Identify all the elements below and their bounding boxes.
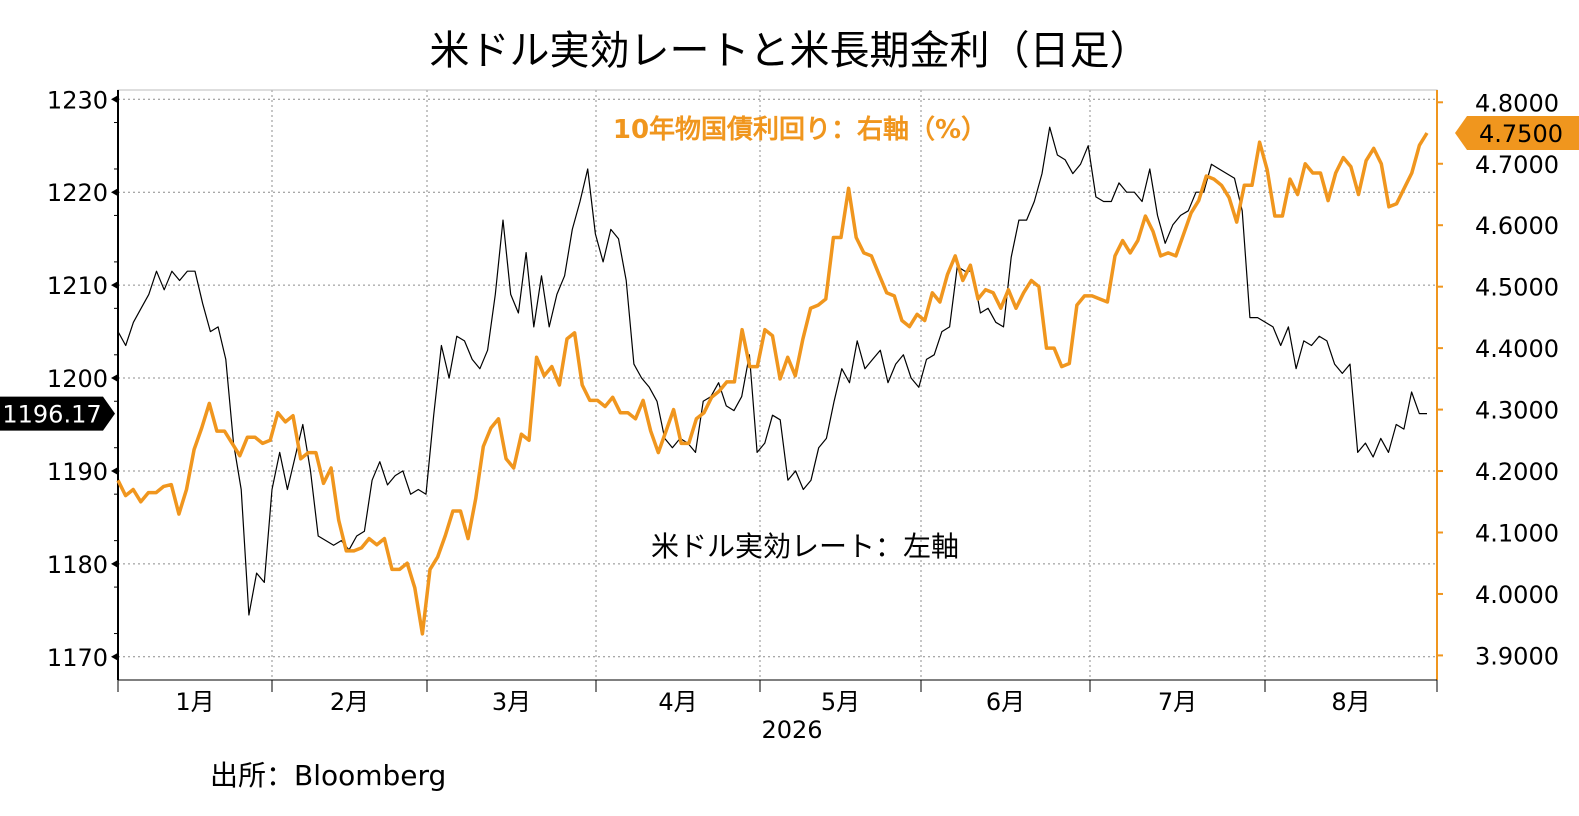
axes: 1170 1180 1190 1200 1210 1220 1230 3.9000 4.0000… [47, 86, 1559, 744]
right-tick-label: 4.2000 [1475, 458, 1559, 486]
year-label: 2026 [761, 716, 822, 744]
right-tick-label: 4.4000 [1475, 335, 1559, 363]
chart-title: 米ドル実効レートと米長期金利（日足） [429, 28, 1150, 74]
treasury-yield-line [116, 132, 1429, 636]
month-label: 4月 [658, 688, 697, 716]
usd-series-annotation: 米ドル実効レート：左軸 [651, 530, 959, 563]
right-tick-label: 4.1000 [1475, 520, 1559, 548]
left-last-value-badge [0, 396, 115, 431]
left-tick-mark [111, 559, 118, 568]
gridlines [118, 90, 1437, 680]
month-label: 6月 [986, 688, 1025, 716]
left-tick-mark [111, 466, 118, 475]
month-label: 2月 [330, 688, 369, 716]
left-tick-mark [111, 652, 118, 661]
left-tick-label: 1170 [47, 644, 108, 672]
right-last-value-label: 4.7500 [1479, 120, 1563, 148]
right-last-value-badge [1455, 116, 1579, 151]
left-tick-mark [111, 188, 118, 197]
left-tick-label: 1200 [47, 365, 108, 393]
left-tick-label: 1230 [47, 86, 108, 114]
right-tick-label: 4.8000 [1475, 89, 1559, 117]
left-tick-label: 1210 [47, 272, 108, 300]
left-tick-label: 1190 [47, 458, 108, 486]
left-last-value-label: 1196.17 [2, 401, 101, 429]
left-tick-mark [111, 374, 118, 383]
month-label: 8月 [1331, 688, 1370, 716]
month-label: 5月 [821, 688, 860, 716]
plot-frame [117, 89, 1438, 681]
right-tick-label: 4.3000 [1475, 397, 1559, 425]
right-tick-label: 3.9000 [1475, 642, 1559, 670]
right-tick-label: 4.6000 [1475, 212, 1559, 240]
yield-series-annotation: 10年物国債利回り：右軸（%） [613, 114, 987, 145]
labels: 1196.17 4.7500 10年物国債利回り：右軸（%） 米ドル実効レート：左軸 [0, 114, 1579, 563]
left-tick-label: 1180 [47, 551, 108, 579]
series [116, 126, 1429, 636]
left-tick-mark [111, 95, 118, 104]
right-tick-label: 4.5000 [1475, 274, 1559, 302]
month-label: 1月 [175, 688, 214, 716]
line-chart: 1170 1180 1190 1200 1210 1220 1230 3.9000 4.0000… [0, 86, 1579, 744]
usd-effective-rate-line [117, 126, 1427, 616]
left-tick-mark [111, 281, 118, 290]
month-label: 7月 [1158, 688, 1197, 716]
month-label: 3月 [492, 688, 531, 716]
left-tick-label: 1220 [47, 179, 108, 207]
source-note: 出所：Bloomberg [210, 759, 447, 792]
right-tick-label: 4.7000 [1475, 151, 1559, 179]
right-tick-label: 4.0000 [1475, 581, 1559, 609]
